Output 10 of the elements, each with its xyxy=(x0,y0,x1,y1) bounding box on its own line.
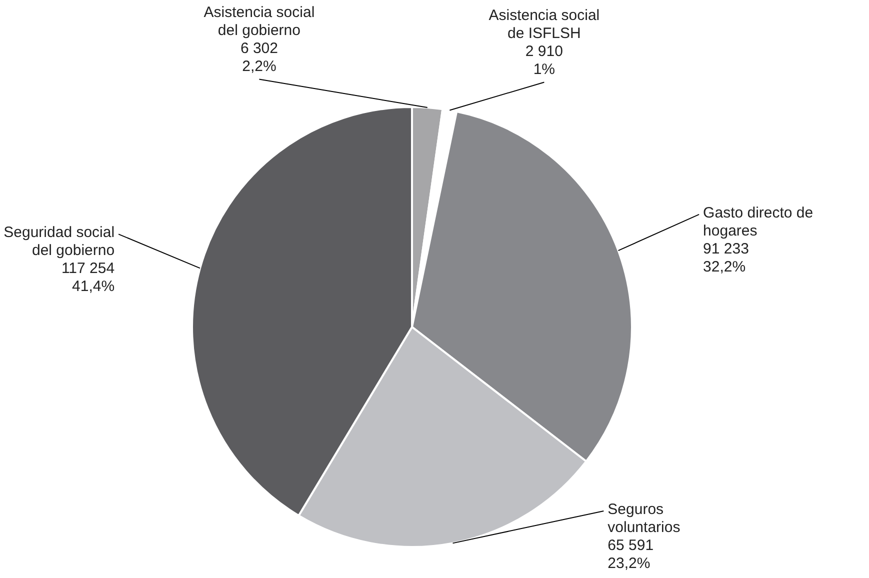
data-label: 65 591 23,2% xyxy=(608,537,654,572)
data-label: 2 910 1% xyxy=(525,43,563,78)
slice-label: Asistencia social de ISFLSH xyxy=(488,7,600,42)
slice-label: Asistencia social del gobierno xyxy=(204,4,315,40)
slice-label: Seguros voluntarios xyxy=(608,501,680,536)
data-label: 91 233 32,2% xyxy=(703,240,749,276)
slice-label: Gasto directo de hogares xyxy=(703,204,814,240)
data-label: 6 302 2,2% xyxy=(240,40,278,76)
data-label: 117 254 41,4% xyxy=(61,260,115,296)
slice-label: Seguridad social del gobierno xyxy=(4,224,115,260)
